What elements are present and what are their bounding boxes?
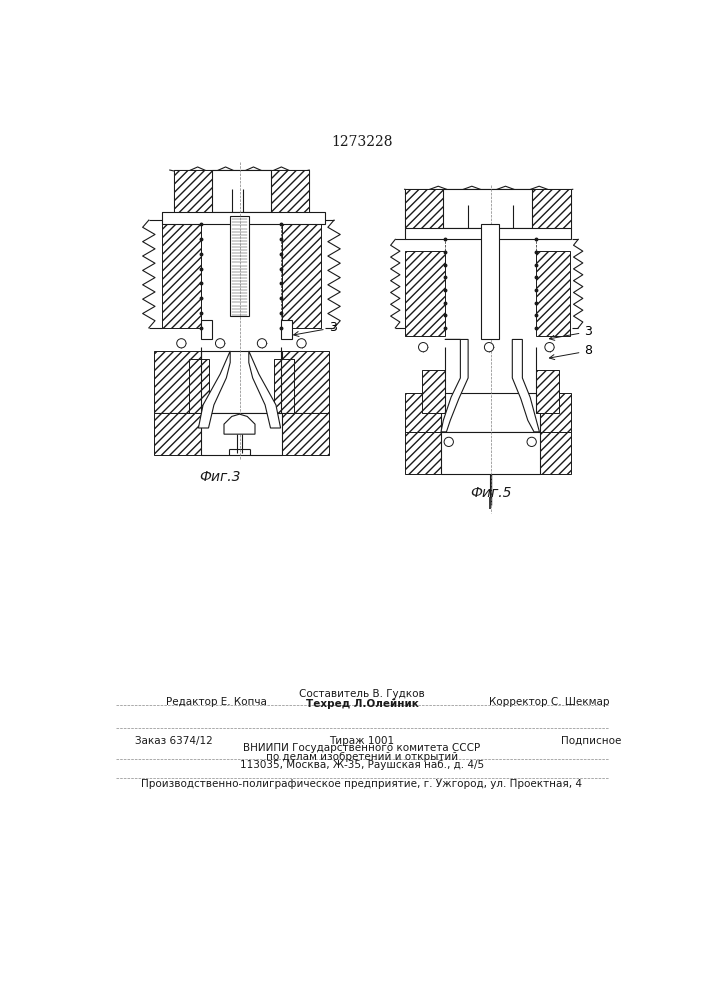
- Bar: [282, 351, 329, 413]
- Bar: [271, 170, 309, 212]
- Text: Тираж 1001: Тираж 1001: [329, 736, 395, 746]
- Circle shape: [177, 339, 186, 348]
- Text: 3: 3: [549, 325, 592, 340]
- Circle shape: [257, 339, 267, 348]
- Bar: [230, 216, 249, 316]
- Bar: [212, 170, 271, 212]
- Bar: [535, 370, 559, 413]
- Text: Производственно-полиграфическое предприятие, г. Ужгород, ул. Проектная, 4: Производственно-полиграфическое предприя…: [141, 779, 583, 789]
- Polygon shape: [513, 339, 539, 432]
- Bar: [441, 432, 540, 474]
- Bar: [189, 359, 209, 416]
- Text: 113035, Москва, Ж-35, Раушская наб., д. 4/5: 113035, Москва, Ж-35, Раушская наб., д. …: [240, 760, 484, 770]
- Bar: [201, 351, 282, 413]
- Circle shape: [545, 343, 554, 352]
- Text: Подписное: Подписное: [561, 736, 621, 746]
- Bar: [274, 359, 293, 416]
- Text: Корректор С. Шекмар: Корректор С. Шекмар: [489, 697, 609, 707]
- Bar: [535, 251, 571, 336]
- Text: Фиг.3: Фиг.3: [199, 470, 241, 484]
- Text: Составитель В. Гудков: Составитель В. Гудков: [299, 689, 425, 699]
- Text: Техред Л.Олейник: Техред Л.Олейник: [305, 699, 419, 709]
- Bar: [282, 212, 321, 328]
- Circle shape: [444, 437, 453, 446]
- Bar: [532, 189, 571, 228]
- Bar: [162, 212, 325, 224]
- Polygon shape: [224, 414, 255, 434]
- Polygon shape: [441, 339, 468, 432]
- Text: ВНИИПИ Государственного комитета СССР: ВНИИПИ Государственного комитета СССР: [243, 743, 481, 753]
- Circle shape: [527, 437, 537, 446]
- Bar: [162, 212, 201, 328]
- Bar: [481, 224, 499, 339]
- Bar: [404, 251, 445, 336]
- Polygon shape: [199, 351, 230, 428]
- Bar: [281, 320, 292, 339]
- Bar: [404, 228, 571, 239]
- Bar: [201, 320, 212, 339]
- Bar: [404, 432, 571, 474]
- Bar: [154, 413, 329, 455]
- Text: по делам изобретений и открытий: по делам изобретений и открытий: [266, 752, 458, 762]
- Text: 3: 3: [293, 321, 337, 336]
- Text: Фиг.5: Фиг.5: [471, 486, 512, 500]
- Text: 1273228: 1273228: [331, 135, 392, 149]
- Bar: [174, 170, 212, 212]
- Bar: [154, 351, 201, 413]
- Circle shape: [216, 339, 225, 348]
- Text: Заказ 6374/12: Заказ 6374/12: [135, 736, 213, 746]
- Bar: [404, 393, 571, 432]
- Bar: [201, 413, 282, 455]
- Polygon shape: [249, 351, 281, 428]
- Circle shape: [419, 343, 428, 352]
- Bar: [443, 189, 532, 228]
- Circle shape: [297, 339, 306, 348]
- Text: Редактор Е. Копча: Редактор Е. Копча: [166, 697, 267, 707]
- Text: 8: 8: [549, 344, 592, 360]
- Bar: [174, 170, 309, 212]
- Bar: [441, 393, 540, 432]
- Bar: [421, 370, 445, 413]
- Bar: [404, 189, 571, 228]
- Bar: [404, 189, 443, 228]
- Circle shape: [484, 343, 493, 352]
